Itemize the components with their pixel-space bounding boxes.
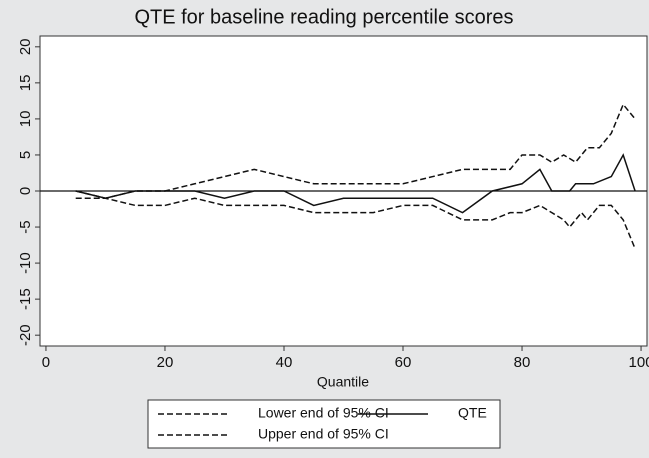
- y-tick-label: 5: [17, 151, 34, 159]
- legend: [147, 399, 501, 449]
- x-tick-label: 0: [42, 354, 50, 371]
- x-tick-label: 100: [629, 354, 649, 371]
- y-tick-label: -5: [17, 220, 34, 233]
- y-tick-label: -10: [17, 252, 34, 274]
- legend-label: Lower end of 95% CI: [258, 405, 389, 421]
- legend-label: QTE: [458, 405, 487, 421]
- x-axis-label: Quantile: [317, 374, 369, 390]
- series-line: [75, 103, 636, 199]
- y-tick-label: -20: [17, 324, 34, 346]
- series-line: [75, 153, 636, 214]
- x-tick-label: 20: [157, 354, 174, 371]
- x-tick-label: 40: [276, 354, 293, 371]
- y-tick-label: 20: [17, 38, 34, 55]
- y-tick-label: 10: [17, 111, 34, 128]
- y-tick-label: -15: [17, 288, 34, 310]
- chart-title: QTE for baseline reading percentile scor…: [134, 6, 513, 28]
- y-tick-label: 0: [17, 187, 34, 195]
- x-tick-label: 80: [514, 354, 531, 371]
- y-tick-label: 15: [17, 75, 34, 92]
- series-line: [75, 197, 636, 249]
- x-tick-label: 60: [395, 354, 412, 371]
- legend-label: Upper end of 95% CI: [258, 426, 389, 442]
